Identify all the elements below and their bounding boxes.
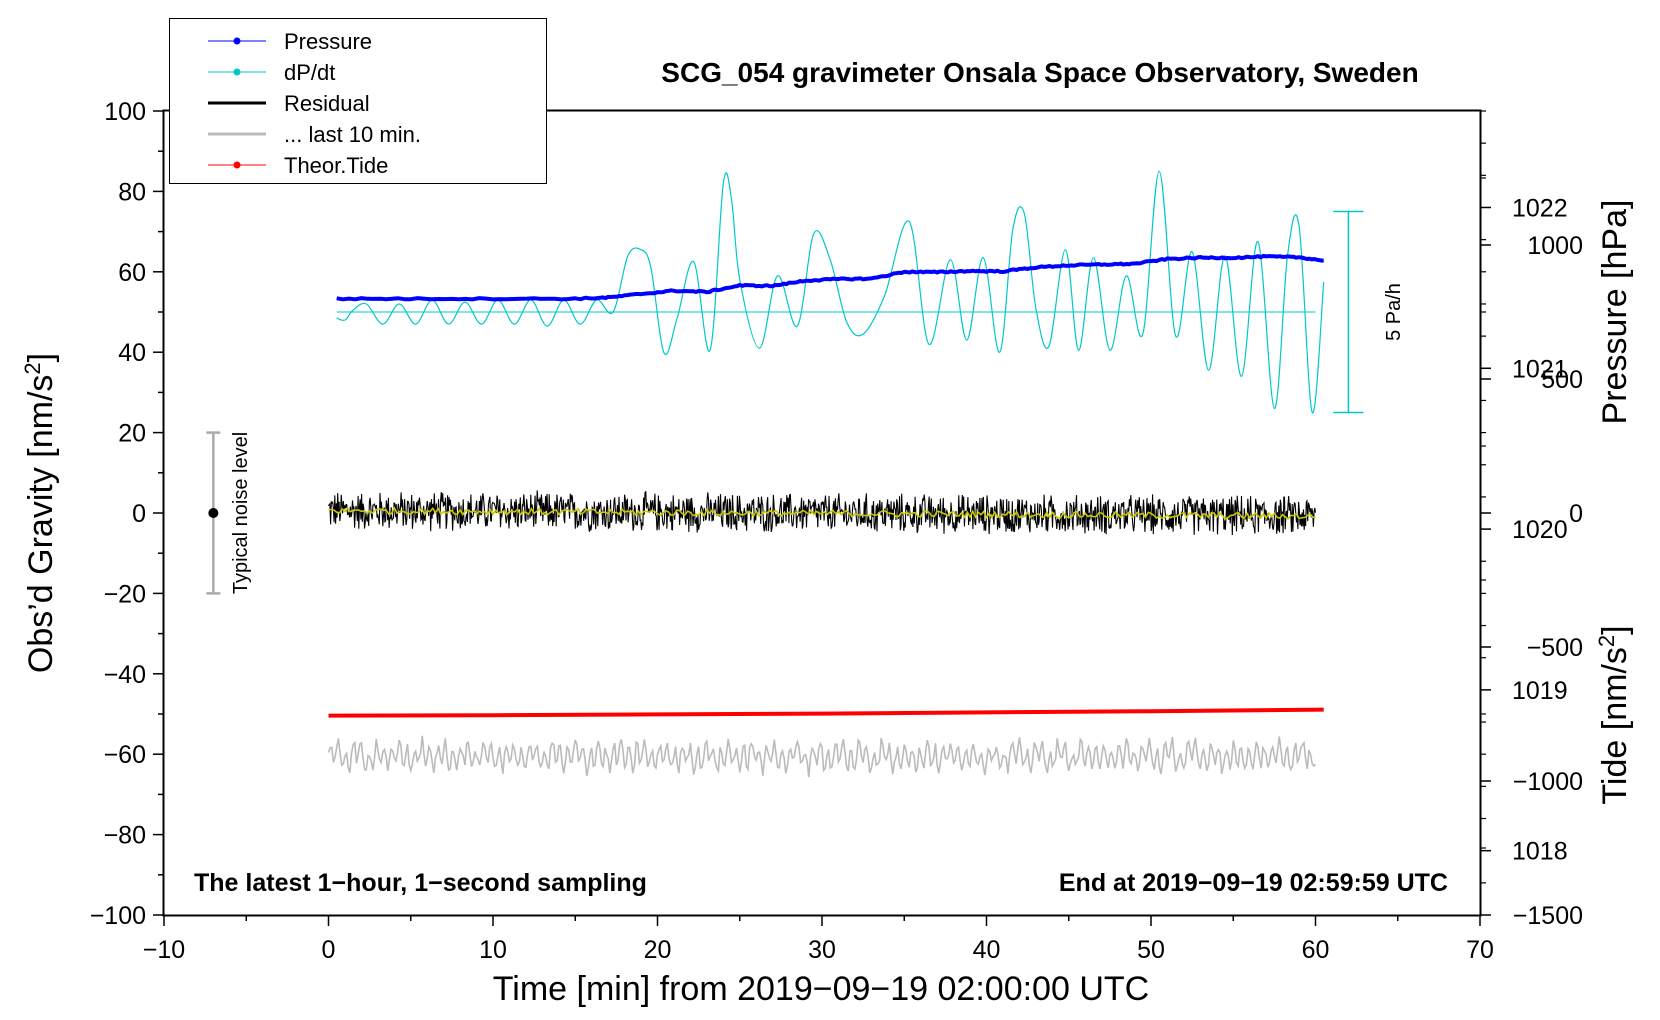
y-tide-tick-label: 0 <box>1569 500 1583 528</box>
x-tick-label: 0 <box>322 936 336 964</box>
legend-marker <box>233 161 241 169</box>
legend-label: Residual <box>284 91 370 116</box>
legend-marker <box>233 37 241 45</box>
pressure-line <box>336 253 1324 302</box>
y-axis-tide-title-end: ] <box>1596 625 1634 634</box>
y-left-tick-label: −60 <box>104 741 146 769</box>
dpdt-line <box>336 170 1325 414</box>
x-tick-label: 60 <box>1302 936 1330 964</box>
y-left-tick-label: −100 <box>90 902 146 930</box>
y-left-tick-label: 100 <box>104 98 146 126</box>
last-10-min-line <box>327 735 1317 778</box>
x-tick-label: 40 <box>973 936 1001 964</box>
x-tick-label: 70 <box>1466 936 1494 964</box>
legend: Pressure dP/dt Residual ... last 10 min. The… <box>169 18 547 184</box>
y-pressure-tick-label: 1021 <box>1512 355 1568 383</box>
y-axis-pressure: 1018 1019 1020 1021 1022 <box>1480 110 1568 884</box>
y-axis-tide: −1500 −1000 −500 0 500 1000 <box>1480 177 1583 930</box>
y-left-tick-label: 0 <box>132 500 146 528</box>
y-tide-tick-label: −500 <box>1527 634 1583 662</box>
note-end-time: End at 2019−09−19 02:59:59 UTC <box>1059 869 1448 897</box>
y-tide-tick-label: −1500 <box>1513 902 1583 930</box>
scale-bar-label: 5 Pa/h <box>1383 283 1405 341</box>
noise-level-label: Typical noise level <box>230 432 252 594</box>
legend-box <box>169 18 547 184</box>
legend-label: dP/dt <box>284 60 335 85</box>
legend-items: Pressure dP/dt Residual ... last 10 min. The… <box>208 29 421 178</box>
y-axis-pressure-title: Pressure [hPa] <box>1596 200 1634 425</box>
x-tick-label: −10 <box>143 936 185 964</box>
legend-label: ... last 10 min. <box>284 122 421 147</box>
y-left-tick-label: 40 <box>118 339 146 367</box>
y-left-tick-label: 60 <box>118 259 146 287</box>
annotation-layer <box>206 210 1364 595</box>
y-axis-tide-title: Tide [nm/s2] <box>1594 625 1634 804</box>
theor-tide-line <box>328 707 1324 718</box>
y-axis-left: −100 −80 −60 −40 −20 0 20 40 60 80 100 <box>90 98 164 930</box>
residual-smoothed-line <box>328 506 1316 520</box>
y-left-tick-label: 20 <box>118 420 146 448</box>
y-left-tick-label: 80 <box>118 178 146 206</box>
noise-bar-center-dot <box>208 508 219 518</box>
legend-marker <box>233 68 241 76</box>
x-axis: −10 0 10 20 30 40 50 60 70 <box>143 915 1494 964</box>
x-tick-label: 10 <box>479 936 507 964</box>
y-axis-left-title: Obs’d Gravity [nm/s2] <box>20 353 60 673</box>
y-left-tick-label: −40 <box>104 661 146 689</box>
x-tick-label: 20 <box>644 936 672 964</box>
y-tide-tick-label: 1000 <box>1527 232 1583 260</box>
y-axis-left-title-end: ] <box>22 353 60 362</box>
y-left-tick-label: −80 <box>104 822 146 850</box>
y-axis-left-title-sup: 2 <box>20 362 45 374</box>
y-pressure-tick-label: 1018 <box>1512 838 1568 866</box>
series-layer <box>327 170 1325 778</box>
y-pressure-tick-label: 1020 <box>1512 516 1568 544</box>
y-pressure-tick-label: 1019 <box>1512 677 1568 705</box>
legend-label: Theor.Tide <box>284 153 388 178</box>
y-axis-tide-title-main: Tide [nm/s <box>1596 647 1634 804</box>
y-axis-left-title-main: Obs’d Gravity [nm/s <box>22 375 60 674</box>
y-pressure-tick-label: 1022 <box>1512 194 1568 222</box>
x-tick-label: 50 <box>1137 936 1165 964</box>
y-tide-tick-label: −1000 <box>1513 768 1583 796</box>
note-sampling: The latest 1−hour, 1−second sampling <box>194 869 647 897</box>
x-axis-title: Time [min] from 2019−09−19 02:00:00 UTC <box>493 970 1149 1008</box>
chart-title: SCG_054 gravimeter Onsala Space Observat… <box>661 57 1418 88</box>
y-tide-tick-label: 500 <box>1541 366 1583 394</box>
x-tick-label: 30 <box>808 936 836 964</box>
residual-line <box>328 490 1317 536</box>
y-axis-tide-title-sup: 2 <box>1594 635 1619 647</box>
legend-label: Pressure <box>284 29 372 54</box>
y-left-tick-label: −20 <box>104 580 146 608</box>
